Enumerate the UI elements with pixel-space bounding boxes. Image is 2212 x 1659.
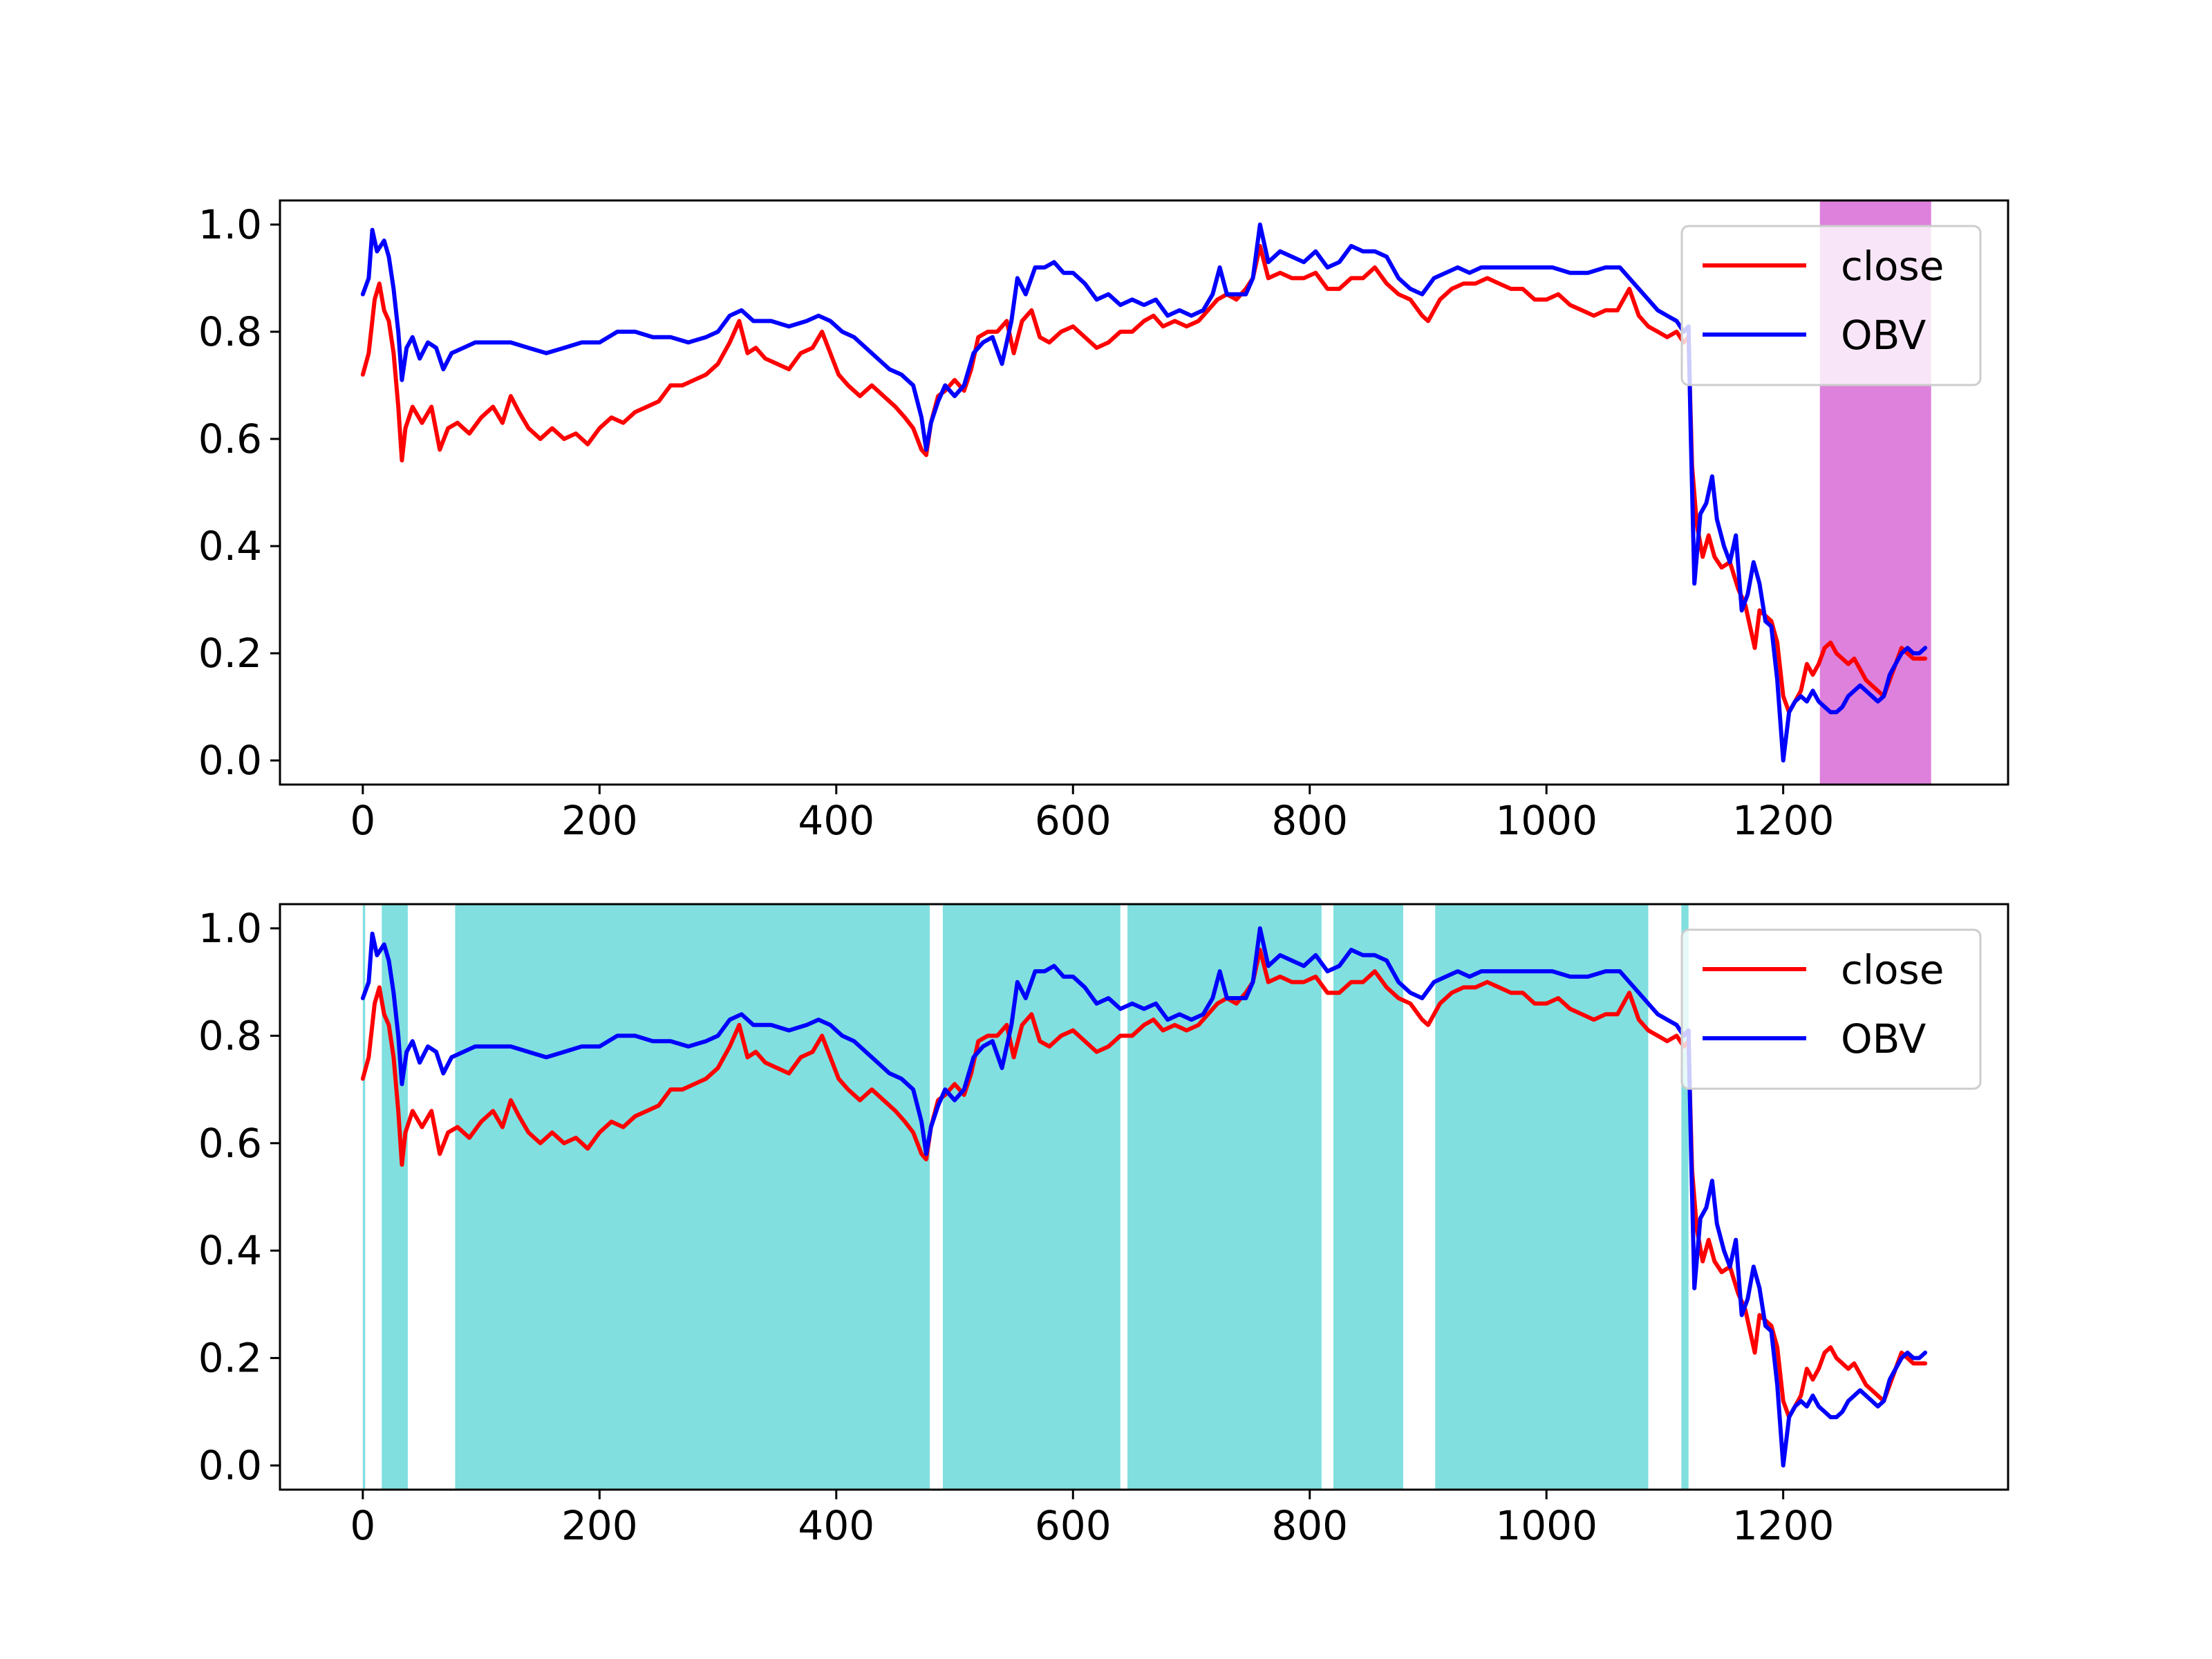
y-tick-label: 0.8 xyxy=(198,1012,262,1059)
x-tick-label: 800 xyxy=(1271,1502,1348,1549)
highlight-span-3 xyxy=(455,904,930,1490)
chart-panel-2: 0 200 400 600 800 1000 1200 0.0 0.2 0.4 0.6 0.8 1.0 c… xyxy=(198,903,2009,1549)
x-tick-label: 200 xyxy=(561,797,638,844)
highlight-span-4 xyxy=(942,904,1121,1490)
x-tick-label: 600 xyxy=(1035,1502,1112,1549)
y-tick-label: 0.0 xyxy=(198,1442,262,1489)
y-tick-label: 0.0 xyxy=(198,737,262,784)
y-tick-label: 1.0 xyxy=(198,905,262,952)
axes-frame xyxy=(279,903,2009,1491)
x-tick-label: 800 xyxy=(1271,797,1348,844)
x-tick-label: 0 xyxy=(350,1502,375,1549)
legend-label-close: close xyxy=(1841,946,1944,993)
series-line-close xyxy=(360,243,1928,715)
y-tick-label: 0.2 xyxy=(198,1335,262,1382)
highlight-span-6 xyxy=(1333,904,1403,1490)
x-tick-label: 0 xyxy=(350,797,375,844)
y-tick-label: 0.4 xyxy=(198,523,262,570)
highlight-span-7 xyxy=(1435,904,1649,1490)
y-tick-label: 1.0 xyxy=(198,201,262,248)
legend-label-close: close xyxy=(1841,243,1944,290)
series-line-obv xyxy=(360,926,1928,1468)
series-line-obv xyxy=(360,222,1928,763)
highlight-span-8 xyxy=(1681,904,1689,1490)
y-tick-label: 0.8 xyxy=(198,308,262,355)
x-tick-label: 1000 xyxy=(1495,797,1597,844)
x-tick-label: 600 xyxy=(1035,797,1112,844)
legend-label-obv: OBV xyxy=(1841,312,1927,359)
y-tick-label: 0.4 xyxy=(198,1227,262,1274)
legend: close OBV xyxy=(1680,928,1982,1090)
series-line-close xyxy=(360,948,1928,1420)
x-tick-label: 400 xyxy=(798,797,874,844)
chart-panel-1: 0 200 400 600 800 1000 1200 0.0 0.2 0.4 0.6 0.8 1.0 c… xyxy=(198,199,2009,844)
y-tick-label: 0.6 xyxy=(198,1120,262,1167)
x-tick-label: 400 xyxy=(798,1502,874,1549)
highlight-span-1 xyxy=(362,904,366,1490)
y-tick-label: 0.6 xyxy=(198,415,262,462)
x-tick-label: 1200 xyxy=(1732,797,1835,844)
x-tick-label: 200 xyxy=(561,1502,638,1549)
axes-frame xyxy=(279,199,2009,786)
y-tick-label: 0.2 xyxy=(198,630,262,677)
legend-label-obv: OBV xyxy=(1841,1015,1927,1062)
x-tick-label: 1200 xyxy=(1732,1502,1835,1549)
x-tick-label: 1000 xyxy=(1495,1502,1597,1549)
legend: close OBV xyxy=(1680,225,1982,386)
